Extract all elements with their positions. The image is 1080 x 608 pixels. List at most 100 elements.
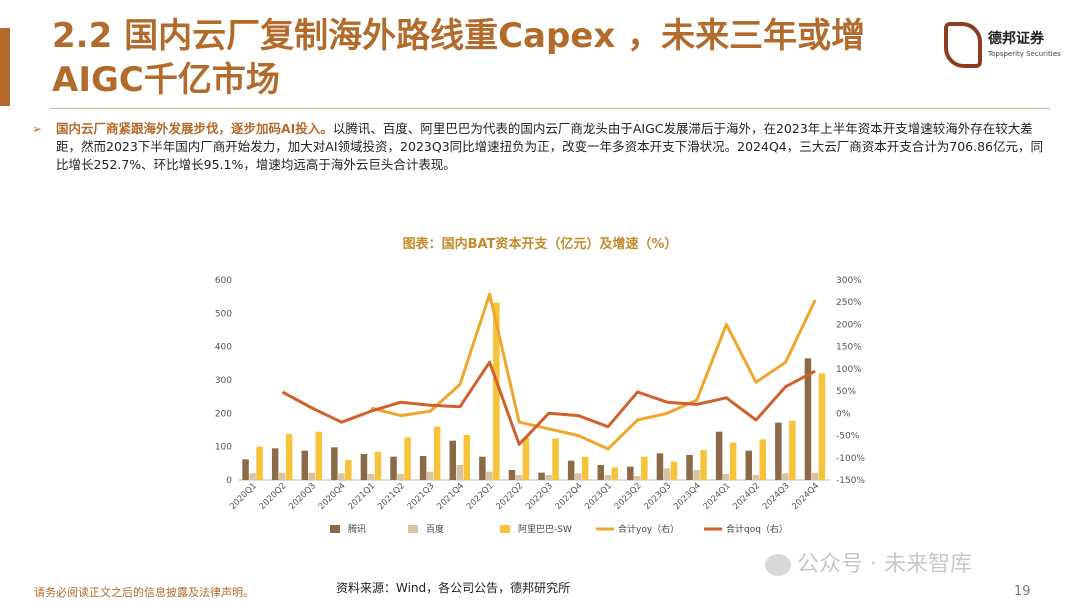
y-right-tick-label: -100% [836, 454, 865, 464]
page-number: 19 [1014, 584, 1031, 599]
bar-baidu [308, 472, 315, 480]
bar-tencent [597, 465, 604, 480]
legend-label: 合计yoy（右） [618, 523, 679, 535]
y-right-tick-label: 250% [836, 298, 862, 308]
y-left-tick-label: 200 [215, 409, 232, 419]
bar-tencent [390, 456, 397, 480]
bar-alibaba [315, 431, 322, 480]
bar-baidu [634, 476, 641, 480]
y-right-tick-label: 100% [836, 365, 862, 375]
bar-alibaba [670, 461, 678, 480]
bar-baidu [693, 470, 700, 480]
x-tick-label: 2022Q1 [465, 481, 496, 512]
bar-baidu [456, 465, 463, 480]
bar-alibaba [463, 435, 470, 480]
y-left-tick-label: 0 [226, 476, 232, 486]
x-tick-label: 2023Q2 [613, 481, 644, 512]
bar-alibaba [700, 450, 707, 480]
source-note: 资料来源：Wind，各公司公告，德邦研究所 [336, 581, 571, 595]
bar-tencent [331, 447, 338, 480]
logo-icon [944, 22, 982, 68]
bar-alibaba [611, 467, 618, 480]
x-tick-label: 2022Q4 [554, 481, 585, 512]
line-yoy [370, 292, 817, 451]
bar-tencent [271, 448, 279, 480]
watermark-text: 公众号 · 未来智库 [797, 552, 972, 577]
bar-tencent [627, 466, 634, 480]
legend-label: 合计qoq（右） [726, 523, 788, 535]
bar-baidu [249, 473, 256, 480]
legend-swatch [330, 525, 340, 533]
bar-baidu [545, 475, 552, 480]
capex-chart: 0 100 200 300 400 500 600 -150% -100% -50% 0% 50% 10… [215, 276, 866, 535]
brand-english-name: Topsperity Securities [988, 50, 1061, 58]
bar-alibaba [433, 426, 441, 480]
bar-alibaba [789, 420, 796, 480]
y-left-tick-label: 100 [215, 443, 232, 453]
brand-name: 德邦证券 [988, 31, 1044, 47]
bar-baidu [604, 475, 611, 480]
bar-tencent [479, 456, 486, 480]
legend-label: 腾讯 [348, 523, 366, 535]
bar-baidu [752, 475, 759, 480]
bar-alibaba [374, 451, 382, 480]
bullet-arrow-icon: ➢ [32, 122, 43, 136]
header-divider [50, 108, 1050, 109]
y-right-tick-label: 0% [836, 409, 851, 419]
accent-bar [0, 28, 10, 106]
bar-baidu [278, 472, 286, 480]
bar-alibaba [404, 437, 411, 480]
x-tick-label: 2020Q3 [287, 481, 318, 512]
bar-tencent [242, 459, 249, 480]
bar-tencent [449, 440, 456, 480]
bar-tencent [656, 453, 664, 480]
bar-baidu [782, 473, 789, 480]
wechat-icon [765, 554, 791, 576]
y-left-tick-label: 400 [215, 343, 232, 353]
brand-logo: 德邦证券 Topsperity Securities [944, 22, 1074, 74]
x-tick-label: 2022Q2 [494, 481, 525, 512]
bar-tencent [419, 456, 427, 480]
y-right-tick-label: 300% [836, 276, 862, 286]
x-tick-label: 2024Q2 [731, 481, 762, 512]
x-tick-label: 2021Q2 [376, 481, 407, 512]
bar-alibaba [256, 446, 263, 480]
legend-swatch [408, 525, 418, 533]
disclaimer: 请务必阅读正文之后的信息披露及法律声明。 [34, 586, 254, 599]
y-right-tick-label: -150% [836, 476, 865, 486]
page-title: 2.2 国内云厂复制海外路线重Capex ，未来三年或增AIGC千亿市场 [52, 16, 866, 100]
bar-alibaba [493, 302, 500, 480]
x-tick-label: 2024Q4 [790, 481, 821, 512]
bullet-lead: 国内云厂商紧跟海外发展步伐，逐步加码AI投入。 [56, 121, 333, 136]
bar-tencent [360, 454, 368, 480]
bar-tencent [745, 450, 752, 480]
x-tick-label: 2021Q3 [406, 481, 437, 512]
bar-tencent [686, 455, 693, 480]
x-tick-label: 2023Q1 [583, 481, 614, 512]
bar-baidu [722, 474, 730, 480]
legend-label: 百度 [426, 523, 444, 535]
bullet-text: 国内云厂商紧跟海外发展步伐，逐步加码AI投入。以腾讯、百度、阿里巴巴为代表的国内… [56, 120, 1047, 174]
bar-baidu [338, 473, 345, 480]
bar-tencent [715, 431, 723, 480]
y-right-tick-label: 150% [836, 343, 862, 353]
x-tick-label: 2020Q1 [228, 481, 259, 512]
bar-baidu [515, 475, 523, 480]
x-tick-label: 2022Q3 [524, 481, 555, 512]
watermark: 公众号 · 未来智库 [765, 546, 972, 578]
bar-baidu [367, 474, 375, 480]
bar-baidu [663, 468, 671, 480]
y-left-tick-label: 600 [215, 276, 232, 286]
x-tick-label: 2023Q4 [672, 481, 703, 512]
bar-tencent [804, 358, 812, 480]
bullet-body: 以腾讯、百度、阿里巴巴为代表的国内云厂商龙头由于AIGC发展滞后于海外，在202… [56, 121, 1043, 172]
x-tick-label: 2021Q4 [435, 481, 466, 512]
bar-baidu [397, 474, 404, 480]
bar-tencent [301, 450, 308, 480]
bar-alibaba [285, 434, 293, 480]
bar-tencent [567, 460, 575, 480]
chart-title: 图表：国内BAT资本开支（亿元）及增速（%） [402, 237, 678, 252]
bar-alibaba [522, 437, 530, 480]
line-qoq [281, 360, 816, 446]
y-left-tick-label: 500 [215, 309, 232, 319]
